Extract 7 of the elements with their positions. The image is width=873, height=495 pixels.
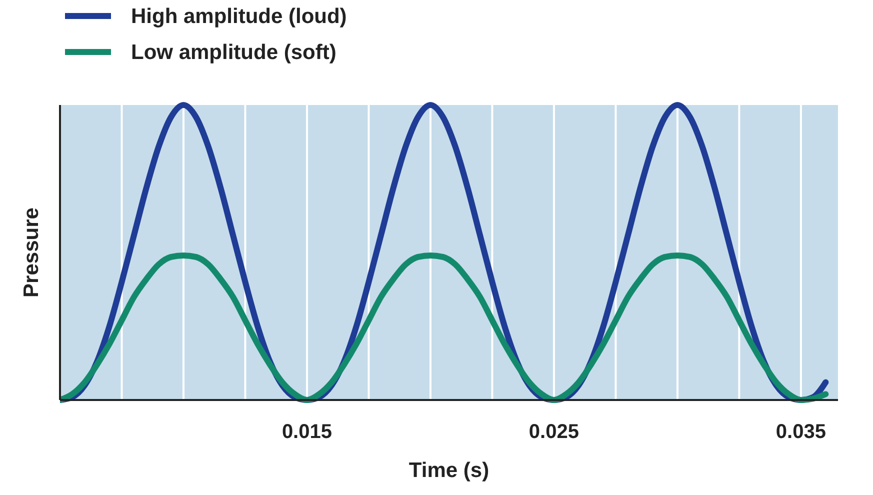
- x-tick-label: 0.035: [776, 421, 826, 443]
- x-tick-label: 0.015: [282, 421, 332, 443]
- x-axis-title: Time (s): [408, 459, 490, 482]
- y-axis-title: Pressure: [20, 208, 43, 298]
- x-tick-label: 0.025: [528, 421, 579, 443]
- legend-label: Low amplitude (soft): [131, 41, 336, 64]
- legend-label: High amplitude (loud): [131, 5, 347, 28]
